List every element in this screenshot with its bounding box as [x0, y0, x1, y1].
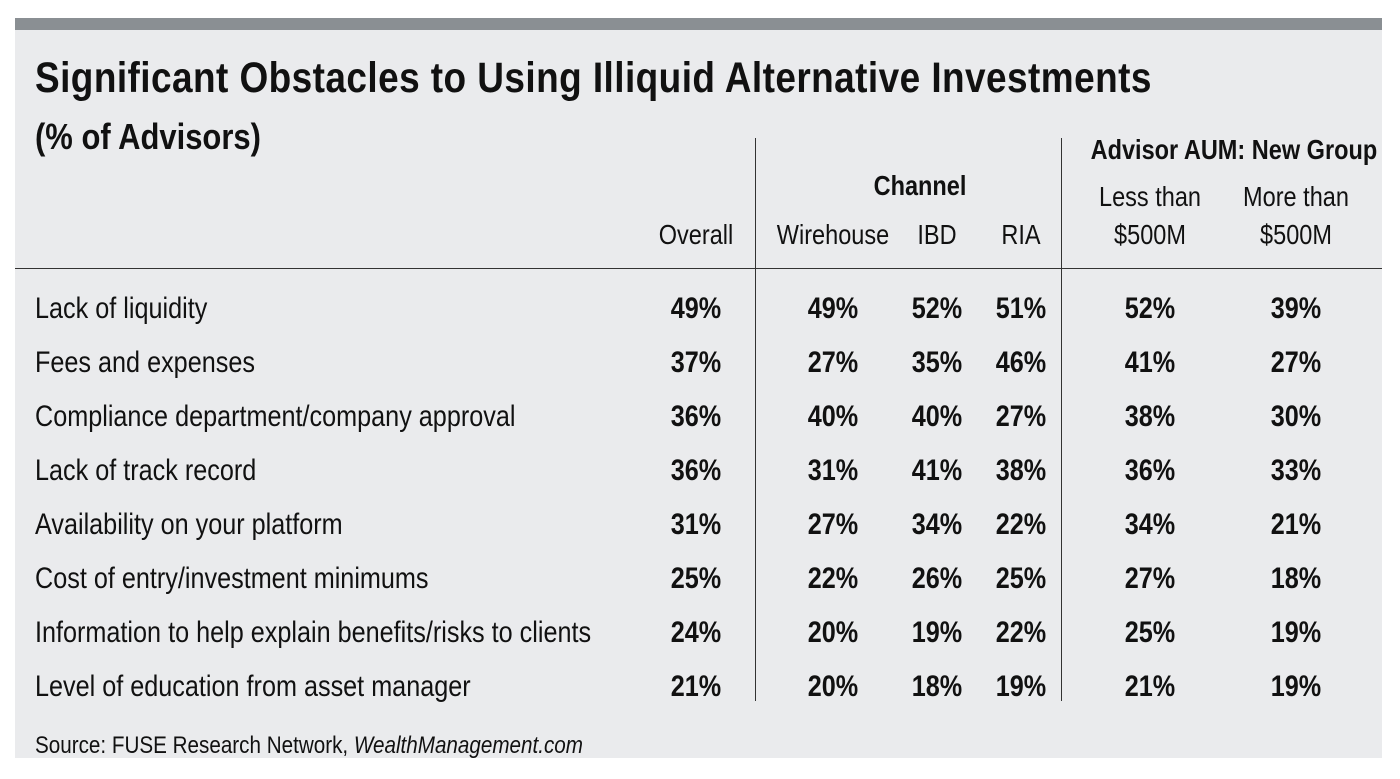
cell-value: 25% — [670, 562, 722, 595]
cell-value: 33% — [1270, 454, 1322, 487]
chart-panel: Significant Obstacles to Using Illiquid … — [15, 18, 1382, 760]
cell-value: 40% — [911, 400, 963, 433]
row-label: Information to help explain benefits/ris… — [35, 616, 592, 649]
column-header-3-line2: IBD — [917, 219, 957, 250]
cell-value: 21% — [1124, 670, 1176, 703]
cell-value: 24% — [670, 616, 722, 649]
divider-left — [755, 138, 756, 701]
column-header-5-line1: Less than — [1098, 181, 1201, 212]
cell-value: 21% — [670, 670, 722, 703]
cell-value: 30% — [1270, 400, 1322, 433]
cell-value: 31% — [807, 454, 859, 487]
cell-value: 19% — [1270, 616, 1322, 649]
cell-value: 40% — [807, 400, 859, 433]
cell-value: 22% — [995, 616, 1047, 649]
row-label: Cost of entry/investment minimums — [35, 562, 429, 595]
source-site: WealthManagement.com — [353, 732, 583, 759]
row-label: Lack of liquidity — [35, 292, 208, 325]
cell-value: 27% — [807, 346, 859, 379]
cell-value: 19% — [995, 670, 1047, 703]
column-header-6-line1: More than — [1243, 181, 1349, 212]
cell-value: 52% — [911, 292, 963, 325]
column-header-4-line2: RIA — [1001, 219, 1041, 250]
cell-value: 38% — [995, 454, 1047, 487]
cell-value: 49% — [807, 292, 859, 325]
row-label: Level of education from asset manager — [35, 670, 471, 703]
cell-value: 38% — [1124, 400, 1176, 433]
cell-value: 27% — [807, 508, 859, 541]
cell-value: 18% — [1270, 562, 1322, 595]
cell-value: 22% — [807, 562, 859, 595]
cell-value: 26% — [911, 562, 963, 595]
cell-value: 39% — [1270, 292, 1322, 325]
header-rule — [15, 268, 1382, 269]
cell-value: 25% — [995, 562, 1047, 595]
cell-value: 36% — [670, 454, 722, 487]
cell-value: 20% — [807, 670, 859, 703]
source-note: Source: FUSE Research Network, WealthMan… — [35, 732, 583, 760]
row-label: Fees and expenses — [35, 346, 255, 379]
cell-value: 18% — [911, 670, 963, 703]
cell-value: 36% — [670, 400, 722, 433]
cell-value: 41% — [911, 454, 963, 487]
cell-value: 19% — [911, 616, 963, 649]
cell-value: 31% — [670, 508, 722, 541]
column-header-6-line2: $500M — [1260, 219, 1332, 250]
group-header-aum: Advisor AUM: New Group — [1090, 134, 1378, 165]
source-prefix: Source: FUSE Research Network, — [35, 732, 354, 759]
cell-value: 22% — [995, 508, 1047, 541]
row-label: Availability on your platform — [35, 508, 343, 541]
divider-right — [1061, 138, 1062, 701]
column-header-2-line2: Wirehouse — [776, 219, 890, 250]
cell-value: 20% — [807, 616, 859, 649]
cell-value: 52% — [1124, 292, 1176, 325]
group-header-channel: Channel — [873, 170, 967, 201]
chart-title: Significant Obstacles to Using Illiquid … — [35, 54, 1152, 102]
cell-value: 25% — [1124, 616, 1176, 649]
cell-value: 34% — [1124, 508, 1176, 541]
cell-value: 27% — [1270, 346, 1322, 379]
row-label: Lack of track record — [35, 454, 257, 487]
chart-subtitle: (% of Advisors) — [35, 116, 261, 157]
cell-value: 37% — [670, 346, 722, 379]
column-header-1-line2: Overall — [658, 219, 734, 250]
column-header-5-line2: $500M — [1114, 219, 1186, 250]
cell-value: 35% — [911, 346, 963, 379]
cell-value: 46% — [995, 346, 1047, 379]
cell-value: 51% — [995, 292, 1047, 325]
cell-value: 36% — [1124, 454, 1176, 487]
cell-value: 34% — [911, 508, 963, 541]
cell-value: 27% — [995, 400, 1047, 433]
cell-value: 21% — [1270, 508, 1322, 541]
cell-value: 27% — [1124, 562, 1176, 595]
cell-value: 19% — [1270, 670, 1322, 703]
cell-value: 41% — [1124, 346, 1176, 379]
cell-value: 49% — [670, 292, 722, 325]
row-label: Compliance department/company approval — [35, 400, 516, 433]
top-bar — [15, 18, 1382, 30]
